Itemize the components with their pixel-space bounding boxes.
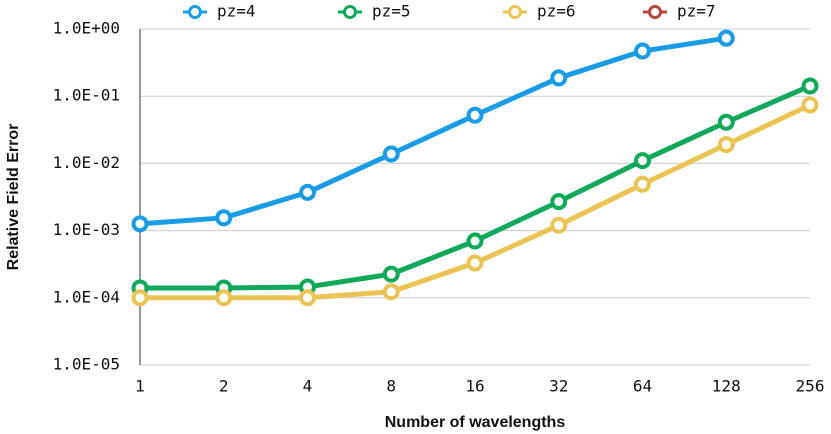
data-point: [634, 42, 651, 60]
x-tick-label: 128: [712, 377, 741, 396]
data-point: [131, 289, 149, 307]
legend-label: pz=7: [677, 2, 716, 21]
y-tick-label: 1.0E-05: [53, 355, 120, 374]
data-point: [717, 113, 735, 131]
y-tick-label: 1.0E+00: [53, 19, 120, 38]
series-line: [139, 35, 727, 227]
data-point: [801, 77, 819, 95]
data-point: [215, 209, 233, 227]
data-point: [215, 289, 233, 307]
legend-marker: [648, 5, 662, 19]
x-axis-title: Number of wavelengths: [385, 414, 566, 431]
x-tick-label: 32: [549, 377, 568, 396]
legend-marker: [343, 5, 357, 19]
x-tick-label: 4: [303, 377, 313, 396]
data-point: [634, 175, 651, 193]
data-point: [466, 106, 484, 124]
y-tick-label: 1.0E-02: [53, 153, 120, 172]
y-tick-label: 1.0E-04: [53, 287, 120, 306]
data-point: [299, 183, 316, 201]
data-point: [550, 69, 568, 87]
x-tick-label: 256: [796, 377, 825, 396]
data-point: [550, 193, 568, 211]
legend-label: pz=5: [372, 2, 411, 21]
data-point: [634, 152, 651, 170]
data-point: [466, 232, 484, 250]
x-tick-label: 1: [135, 377, 145, 396]
data-point: [801, 96, 819, 114]
legend-marker: [188, 5, 202, 19]
x-tick-label: 64: [633, 377, 652, 396]
x-tick-label: 2: [219, 377, 229, 396]
legend-label: pz=6: [537, 2, 576, 21]
x-tick-label: 16: [465, 377, 484, 396]
data-point: [717, 136, 735, 154]
data-point: [550, 216, 568, 234]
legend-marker: [508, 5, 522, 19]
data-point: [382, 145, 400, 163]
y-axis-title: Relative Field Error: [5, 124, 22, 271]
data-point: [717, 29, 735, 47]
data-point: [466, 254, 484, 272]
data-point: [299, 289, 316, 307]
legend-label: pz=4: [217, 2, 256, 21]
data-point: [131, 215, 149, 233]
x-tick-label: 8: [386, 377, 396, 396]
data-point: [382, 265, 400, 283]
y-tick-label: 1.0E-03: [53, 220, 120, 239]
y-tick-label: 1.0E-01: [53, 86, 120, 105]
data-point: [382, 283, 400, 301]
